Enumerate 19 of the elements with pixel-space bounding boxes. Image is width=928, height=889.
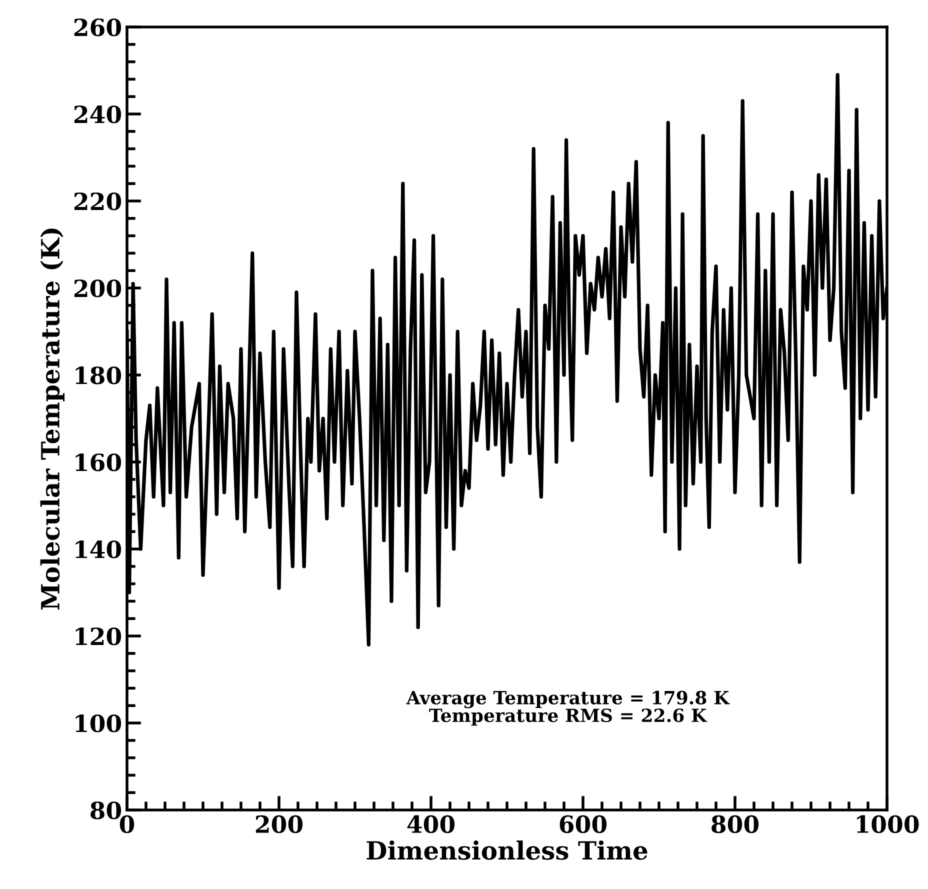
- x-tick-label: 0: [120, 815, 134, 834]
- y-tick-label: 100: [76, 714, 122, 732]
- x-tick-label: 1000: [857, 815, 919, 834]
- y-axis-title: Molecular Temperature (K): [40, 228, 65, 610]
- y-tick-label: 160: [76, 453, 122, 472]
- annotation: Average Temperature = 179.8 K Temperature RMS = 22.6 K: [406, 690, 730, 726]
- y-tick-label: 80: [90, 801, 122, 820]
- y-tick-label: 240: [74, 105, 122, 124]
- x-tick-label: 200: [256, 815, 303, 834]
- x-tick-label: 400: [407, 815, 455, 834]
- y-tick-label: 220: [74, 192, 122, 210]
- y-tick-label: 140: [76, 540, 122, 558]
- y-tick-label: 260: [74, 18, 122, 36]
- x-tick-label: 600: [560, 815, 607, 834]
- y-tick-label: 120: [76, 627, 122, 646]
- x-tick-label: 800: [712, 815, 759, 834]
- x-axis-title: Dimensionless Time: [366, 840, 648, 860]
- y-tick-label: 200: [74, 279, 122, 298]
- y-tick-label: 180: [76, 366, 122, 384]
